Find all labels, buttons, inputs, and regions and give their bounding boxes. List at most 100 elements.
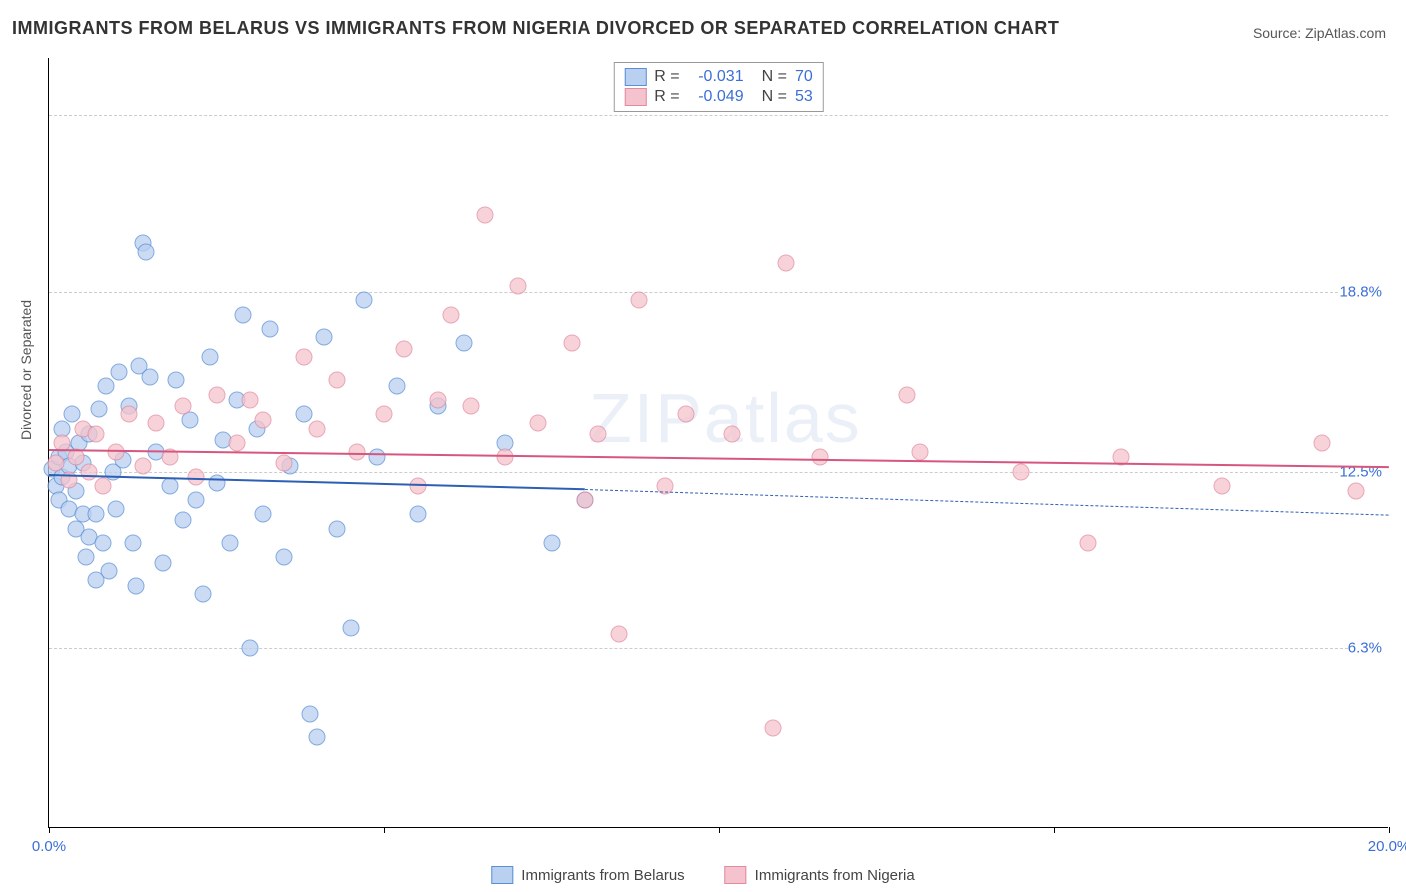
chart-title: IMMIGRANTS FROM BELARUS VS IMMIGRANTS FR… <box>12 18 1059 39</box>
scatter-point-nigeria <box>81 463 98 480</box>
scatter-point-belarus <box>315 329 332 346</box>
scatter-point-nigeria <box>463 397 480 414</box>
scatter-point-nigeria <box>476 206 493 223</box>
scatter-point-nigeria <box>1079 534 1096 551</box>
stat-r-label: R = <box>654 68 679 86</box>
scatter-point-nigeria <box>275 454 292 471</box>
scatter-point-nigeria <box>208 386 225 403</box>
stat-r-value: -0.049 <box>688 88 744 106</box>
stats-legend-box: R =-0.031N =70R =-0.049N =53 <box>613 62 823 112</box>
scatter-point-belarus <box>128 577 145 594</box>
scatter-point-belarus <box>77 549 94 566</box>
scatter-point-nigeria <box>329 372 346 389</box>
scatter-point-belarus <box>87 506 104 523</box>
gridline <box>49 292 1388 293</box>
scatter-point-belarus <box>111 363 128 380</box>
scatter-point-belarus <box>208 474 225 491</box>
scatter-point-belarus <box>262 320 279 337</box>
scatter-point-belarus <box>275 549 292 566</box>
scatter-point-nigeria <box>148 415 165 432</box>
scatter-point-belarus <box>309 728 326 745</box>
scatter-point-belarus <box>409 506 426 523</box>
gridline <box>49 472 1388 473</box>
x-tick <box>719 827 720 833</box>
scatter-point-nigeria <box>563 335 580 352</box>
scatter-point-nigeria <box>175 397 192 414</box>
scatter-point-belarus <box>161 477 178 494</box>
scatter-point-nigeria <box>496 449 513 466</box>
scatter-point-nigeria <box>349 443 366 460</box>
swatch-icon <box>624 68 646 86</box>
swatch-icon <box>725 866 747 884</box>
chart-plot-area: ZIPatlas R =-0.031N =70R =-0.049N =53 6.… <box>48 58 1388 828</box>
scatter-point-nigeria <box>443 306 460 323</box>
legend-item-nigeria: Immigrants from Nigeria <box>725 866 915 884</box>
x-tick <box>49 827 50 833</box>
swatch-icon <box>624 88 646 106</box>
stat-r-value: -0.031 <box>688 68 744 86</box>
scatter-point-belarus <box>188 492 205 509</box>
scatter-point-nigeria <box>47 454 64 471</box>
scatter-point-belarus <box>108 500 125 517</box>
watermark-text: ZIPatlas <box>589 378 862 458</box>
scatter-point-nigeria <box>242 392 259 409</box>
scatter-point-belarus <box>242 640 259 657</box>
scatter-point-belarus <box>138 243 155 260</box>
scatter-point-belarus <box>389 377 406 394</box>
x-tick-label: 0.0% <box>32 838 66 855</box>
scatter-point-belarus <box>124 534 141 551</box>
scatter-point-nigeria <box>811 449 828 466</box>
scatter-point-belarus <box>456 335 473 352</box>
scatter-point-nigeria <box>764 720 781 737</box>
scatter-point-belarus <box>295 406 312 423</box>
scatter-point-nigeria <box>1314 435 1331 452</box>
scatter-point-belarus <box>168 372 185 389</box>
scatter-point-belarus <box>329 520 346 537</box>
scatter-point-nigeria <box>1012 463 1029 480</box>
scatter-point-nigeria <box>376 406 393 423</box>
stat-row-belarus: R = -0.031 N = 70 <box>624 67 812 87</box>
scatter-point-nigeria <box>577 492 594 509</box>
scatter-point-nigeria <box>87 426 104 443</box>
scatter-point-nigeria <box>1347 483 1364 500</box>
trend-line <box>585 489 1389 516</box>
x-tick <box>1054 827 1055 833</box>
scatter-point-belarus <box>195 586 212 603</box>
scatter-point-belarus <box>175 512 192 529</box>
scatter-point-nigeria <box>228 435 245 452</box>
scatter-point-belarus <box>221 534 238 551</box>
scatter-point-belarus <box>91 400 108 417</box>
source-attribution: Source: ZipAtlas.com <box>1253 25 1386 41</box>
legend-label: Immigrants from Nigeria <box>755 867 915 884</box>
scatter-point-belarus <box>302 705 319 722</box>
scatter-point-belarus <box>255 506 272 523</box>
stat-r-label: R = <box>654 88 679 106</box>
scatter-point-belarus <box>94 534 111 551</box>
scatter-point-nigeria <box>610 626 627 643</box>
y-tick-label: 18.8% <box>1339 283 1390 300</box>
stat-n-value: 70 <box>795 68 813 86</box>
scatter-point-nigeria <box>1213 477 1230 494</box>
scatter-point-belarus <box>369 449 386 466</box>
x-tick <box>1389 827 1390 833</box>
scatter-point-nigeria <box>912 443 929 460</box>
scatter-point-nigeria <box>295 349 312 366</box>
scatter-point-belarus <box>543 534 560 551</box>
scatter-point-nigeria <box>630 292 647 309</box>
scatter-point-nigeria <box>134 457 151 474</box>
swatch-icon <box>491 866 513 884</box>
scatter-point-nigeria <box>510 278 527 295</box>
scatter-point-nigeria <box>255 412 272 429</box>
scatter-point-belarus <box>97 377 114 394</box>
scatter-point-belarus <box>101 563 118 580</box>
scatter-point-nigeria <box>429 392 446 409</box>
stat-n-label: N = <box>762 68 787 86</box>
scatter-point-nigeria <box>778 255 795 272</box>
scatter-point-belarus <box>235 306 252 323</box>
stat-row-nigeria: R =-0.049N =53 <box>624 87 812 107</box>
scatter-point-belarus <box>141 369 158 386</box>
scatter-point-nigeria <box>94 477 111 494</box>
legend-label: Immigrants from Belarus <box>521 867 684 884</box>
series-legend: Immigrants from Belarus Immigrants from N… <box>491 866 914 884</box>
trend-line <box>49 449 1389 468</box>
